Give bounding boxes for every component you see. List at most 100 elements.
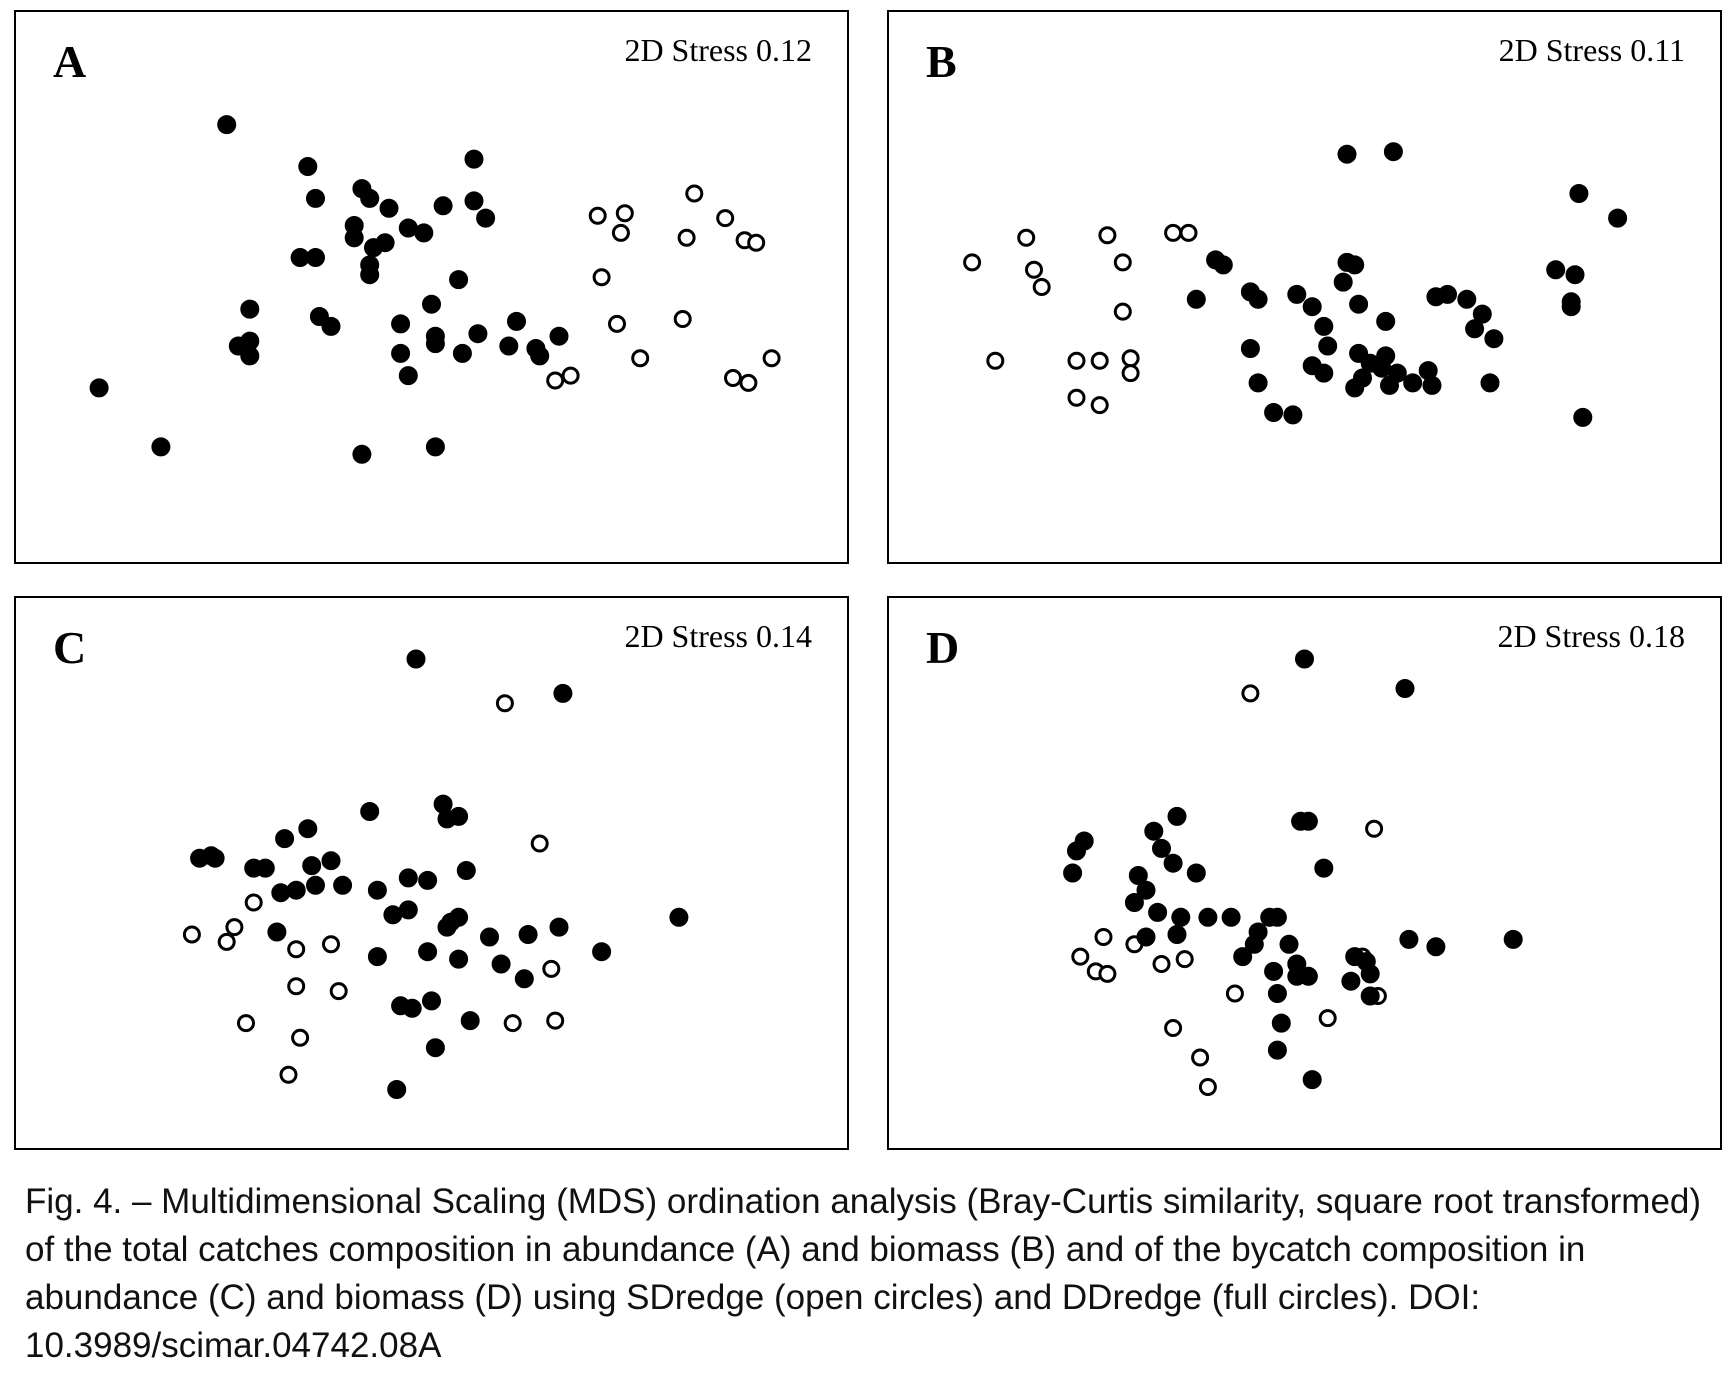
panel-b-filled-point-31 — [1240, 339, 1260, 358]
panel-b-filled-point-30 — [1422, 375, 1442, 395]
figure-caption: Fig. 4. – Multidimensional Scaling (MDS)… — [25, 1182, 1702, 1365]
panel-d-filled-point-44 — [1302, 1070, 1322, 1090]
panel-b-filled-point-40 — [1480, 373, 1500, 393]
panel-c-filled-point-20 — [333, 875, 353, 895]
panel-b-filled-point-35 — [1345, 378, 1365, 398]
panel-d-filled-point-43 — [1267, 1040, 1287, 1060]
panel-c-filled-point-45 — [669, 907, 689, 927]
panel-a-filled-point-27 — [321, 316, 341, 336]
panel-d-filled-point-37 — [1360, 986, 1380, 1006]
panel-d: D 2D Stress 0.18 — [887, 596, 1722, 1150]
panel-c-filled-point-35 — [491, 954, 511, 974]
panel-b-filled-point-4 — [1608, 208, 1628, 228]
panel-b-open-point-4 — [1032, 278, 1051, 296]
panel-a-filled-point-33 — [425, 334, 445, 354]
panel-d-stress-label: 2D Stress 0.18 — [1497, 618, 1685, 654]
panel-c-filled-point-2 — [553, 683, 573, 703]
panel-d-filled-point-26 — [1136, 927, 1156, 947]
panel-b-open-point-2 — [1017, 228, 1036, 247]
panel-c-open-point-1 — [495, 694, 514, 713]
panel-c-filled-point-11 — [205, 848, 225, 868]
panel-d-open-point-2 — [1365, 819, 1384, 838]
panel-c-open-point-15 — [503, 1014, 522, 1033]
panel-d-filled-point-8 — [1067, 841, 1086, 861]
panel-b-filled-point-10 — [1287, 284, 1307, 304]
panel-a-filled-point-31 — [391, 314, 411, 334]
panel-b-filled-point-15 — [1349, 294, 1369, 314]
panel-b-open-point-13 — [1067, 388, 1086, 407]
panel-d-filled-point-36 — [1341, 971, 1361, 991]
panel-d-open-point-3 — [1094, 928, 1113, 946]
panel-a-filled-point-20 — [306, 248, 325, 267]
panel-a-filled-point-36 — [452, 343, 472, 363]
panel-c-filled-point-37 — [549, 917, 569, 937]
panel-c-filled-point-33 — [480, 927, 499, 947]
panel-a-filled-point-23 — [449, 270, 469, 290]
panel-a-filled-point-24 — [422, 294, 441, 314]
panel-b-frame — [887, 10, 1722, 564]
panel-d-open-point-11 — [1225, 984, 1244, 1003]
panel-d-filled-point-40 — [1503, 929, 1523, 949]
panel-a-stress-label: 2D Stress 0.12 — [624, 32, 812, 68]
panel-c-open-point-14 — [279, 1065, 298, 1084]
panel-a-filled-point-2 — [89, 378, 109, 398]
panel-c-stress-label: 2D Stress 0.14 — [624, 618, 812, 654]
panel-b-filled-point-34 — [1283, 405, 1303, 425]
panel-b-filled-point-2 — [1383, 142, 1403, 162]
panel-b-filled-point-27 — [1380, 375, 1399, 395]
panel-c-filled-point-19 — [306, 875, 325, 895]
panel-b-open-point-6 — [1113, 253, 1132, 272]
panel-d-filled-point-2 — [1395, 679, 1415, 698]
panel-a-open-point-5 — [588, 206, 607, 225]
panel-a-open-point-13 — [762, 349, 781, 368]
panel-b-filled-point-14 — [1345, 255, 1365, 275]
panel-b-filled-point-11 — [1302, 297, 1322, 317]
panel-b-filled-point-33 — [1264, 403, 1284, 422]
panel-d-open-point-8 — [1152, 955, 1171, 973]
panel-d-filled-point-14 — [1063, 863, 1083, 883]
panel-a-open-point-8 — [592, 268, 611, 287]
panel-d-filled-point-28 — [1233, 947, 1253, 967]
panel-b-letter: B — [926, 36, 957, 87]
panel-d-filled-point-1 — [1295, 649, 1314, 669]
panel-a-open-point-9 — [608, 314, 626, 333]
panel-d-filled-point-41 — [1267, 984, 1287, 1003]
panel-d-filled-point-20 — [1221, 907, 1241, 927]
panel-c-filled-point-18 — [286, 880, 306, 900]
panel-a-filled-point-3 — [151, 437, 171, 457]
panel-d-open-point-7 — [1098, 964, 1117, 983]
panel-c-filled-point-40 — [402, 998, 422, 1018]
panel-d-filled-point-10 — [1163, 853, 1183, 873]
panel-b-filled-point-28 — [1403, 373, 1423, 393]
panel-d-open-point-9 — [1175, 950, 1194, 969]
panel-c-filled-point-22 — [398, 868, 418, 888]
panel-c-open-point-6 — [217, 932, 236, 951]
panel-a-open-point-16 — [724, 369, 742, 387]
panel-a-filled-point-7 — [360, 188, 380, 208]
panel-b-open-point-11 — [1121, 349, 1140, 368]
panel-b-filled-point-42 — [1546, 260, 1566, 280]
panel-a-open-point-2 — [685, 184, 704, 203]
panel-b-filled-point-41 — [1472, 304, 1492, 324]
panel-b-filled-point-39 — [1484, 329, 1504, 349]
panel-c-open-point-11 — [542, 959, 561, 978]
panel-b-filled-point-46 — [1573, 407, 1593, 427]
panel-d-filled-point-5 — [1298, 811, 1318, 831]
panel-d-open-point-16 — [1198, 1078, 1217, 1096]
panel-d-filled-point-22 — [1267, 907, 1287, 927]
panel-a-filled-point-25 — [240, 299, 260, 319]
panel-d-open-point-13 — [1318, 1009, 1337, 1028]
panel-d-filled-point-42 — [1271, 1013, 1291, 1033]
panel-b-filled-point-1 — [1337, 144, 1357, 164]
panel-d-filled-point-16 — [1124, 893, 1144, 912]
panel-d-open-point-15 — [1191, 1048, 1210, 1067]
panel-c-filled-point-30 — [367, 947, 387, 967]
panel-a-filled-point-15 — [433, 196, 453, 216]
panel-d-filled-point-9 — [1152, 838, 1171, 858]
panel-c-filled-point-14 — [302, 856, 322, 876]
panel-a-open-point-12 — [747, 233, 766, 252]
panel-c-open-point-3 — [244, 893, 263, 912]
panel-a-open-point-10 — [673, 310, 692, 328]
panel-c-open-point-5 — [182, 925, 201, 944]
panel-b-open-point-5 — [1098, 226, 1117, 245]
